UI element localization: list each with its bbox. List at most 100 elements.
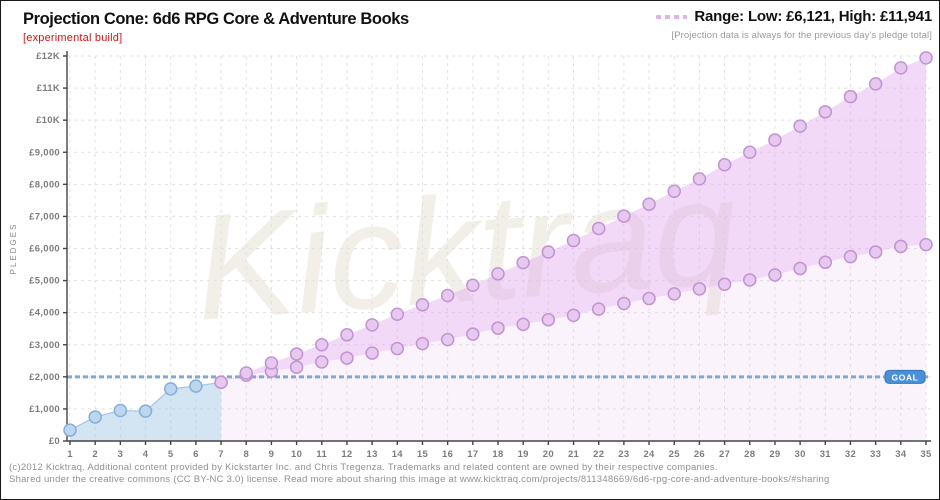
svg-text:14: 14 bbox=[392, 449, 404, 460]
svg-text:24: 24 bbox=[643, 449, 655, 460]
svg-text:1: 1 bbox=[67, 449, 73, 460]
axes bbox=[63, 51, 931, 445]
svg-text:19: 19 bbox=[518, 449, 529, 460]
svg-text:23: 23 bbox=[618, 449, 629, 460]
footer-copyright: (c)2012 Kicktraq. Additional content pro… bbox=[9, 462, 718, 473]
svg-text:2: 2 bbox=[92, 449, 98, 460]
footer-license-url: Shared under the creative commons (CC BY… bbox=[9, 473, 830, 485]
projection-point bbox=[617, 209, 631, 223]
projection-point bbox=[415, 336, 430, 351]
svg-text:7: 7 bbox=[218, 449, 224, 460]
projection-range-dash-icon bbox=[656, 14, 688, 19]
projection-point bbox=[491, 267, 505, 281]
svg-text:£1,000: £1,000 bbox=[29, 404, 60, 415]
projection-point bbox=[516, 255, 530, 270]
projection-point bbox=[390, 341, 405, 356]
projection-point bbox=[491, 321, 505, 335]
projection-point bbox=[390, 307, 405, 322]
svg-text:15: 15 bbox=[417, 449, 429, 460]
svg-text:£5,000: £5,000 bbox=[29, 276, 60, 287]
svg-text:5: 5 bbox=[168, 449, 174, 460]
svg-text:22: 22 bbox=[593, 449, 604, 460]
actual-point bbox=[163, 382, 178, 396]
actual-point bbox=[138, 404, 153, 418]
projection-point bbox=[642, 291, 656, 306]
projection-point bbox=[466, 278, 480, 292]
svg-text:21: 21 bbox=[568, 449, 580, 460]
svg-text:20: 20 bbox=[543, 449, 554, 460]
projection-point bbox=[415, 298, 430, 312]
svg-text:4: 4 bbox=[143, 449, 149, 460]
actual-point bbox=[63, 423, 77, 437]
svg-text:£4,000: £4,000 bbox=[29, 308, 60, 319]
svg-text:£11K: £11K bbox=[37, 83, 60, 94]
svg-text:16: 16 bbox=[442, 449, 453, 460]
projection-point bbox=[793, 119, 807, 133]
projection-under-area bbox=[221, 244, 926, 441]
projection-point bbox=[919, 237, 933, 252]
kicktraq-watermark: Kicktraq bbox=[190, 146, 742, 351]
svg-text:18: 18 bbox=[492, 449, 503, 460]
projection-point bbox=[743, 273, 757, 287]
projection-point bbox=[843, 89, 858, 104]
actual-point bbox=[88, 410, 102, 424]
projection-point bbox=[818, 105, 833, 119]
projection-point bbox=[793, 261, 807, 276]
svg-text:28: 28 bbox=[744, 449, 755, 460]
svg-text:34: 34 bbox=[895, 449, 907, 460]
page-title: Projection Cone: 6d6 RPG Core & Adventur… bbox=[23, 10, 409, 28]
svg-text:3: 3 bbox=[118, 449, 124, 460]
svg-text:31: 31 bbox=[820, 449, 832, 460]
projection-point bbox=[692, 282, 707, 296]
svg-text:13: 13 bbox=[367, 449, 378, 460]
projection-point bbox=[717, 158, 732, 172]
actual-point bbox=[189, 379, 203, 393]
svg-text:11: 11 bbox=[316, 449, 327, 460]
projection-point bbox=[315, 338, 329, 352]
projection-point bbox=[591, 221, 606, 236]
projection-point bbox=[214, 375, 228, 390]
svg-text:8: 8 bbox=[243, 449, 249, 460]
projection-point bbox=[566, 308, 581, 323]
projection-point bbox=[617, 296, 631, 311]
projection-point bbox=[818, 255, 833, 270]
svg-text:17: 17 bbox=[467, 449, 478, 460]
svg-text:£3,000: £3,000 bbox=[29, 340, 60, 351]
tick-labels: £0 £1,000 £2,000 £3,000 £4,000 £5,000 £6,000 £7… bbox=[29, 51, 932, 460]
projection-point bbox=[717, 277, 732, 292]
svg-text:29: 29 bbox=[769, 449, 780, 460]
goal-badge: GOAL bbox=[884, 369, 926, 384]
projection-point bbox=[642, 197, 656, 211]
svg-text:32: 32 bbox=[845, 449, 856, 460]
svg-text:£6,000: £6,000 bbox=[29, 244, 60, 255]
range-label: Range: Low: £6,121, High: £11,941 bbox=[694, 8, 932, 25]
projection-point bbox=[340, 351, 354, 365]
projection-point bbox=[692, 172, 707, 186]
projection-point bbox=[365, 346, 379, 360]
svg-text:£7,000: £7,000 bbox=[29, 211, 60, 222]
projection-point bbox=[365, 318, 379, 332]
projection-point bbox=[239, 366, 253, 380]
svg-text:25: 25 bbox=[669, 449, 681, 460]
svg-text:£12K: £12K bbox=[36, 51, 60, 62]
projection-point bbox=[919, 51, 933, 65]
projection-point bbox=[440, 332, 455, 347]
actual-point bbox=[113, 403, 128, 418]
projection-note: [Projection data is always for the previ… bbox=[671, 30, 932, 41]
data-points bbox=[63, 51, 933, 437]
projection-point bbox=[466, 327, 480, 341]
projection-point bbox=[264, 356, 279, 370]
experimental-build-label: [experimental build] bbox=[23, 32, 123, 44]
svg-text:£9,000: £9,000 bbox=[29, 147, 60, 158]
projection-point bbox=[768, 268, 782, 282]
projection-point bbox=[591, 302, 606, 316]
range-legend: Range: Low: £6,121, High: £11,941 bbox=[656, 8, 932, 25]
svg-text:12: 12 bbox=[341, 449, 352, 460]
projection-point bbox=[541, 312, 556, 327]
projection-point bbox=[566, 233, 581, 248]
projection-point bbox=[516, 317, 530, 332]
projection-point bbox=[289, 347, 304, 361]
svg-text:9: 9 bbox=[269, 449, 275, 460]
svg-text:26: 26 bbox=[694, 449, 705, 460]
